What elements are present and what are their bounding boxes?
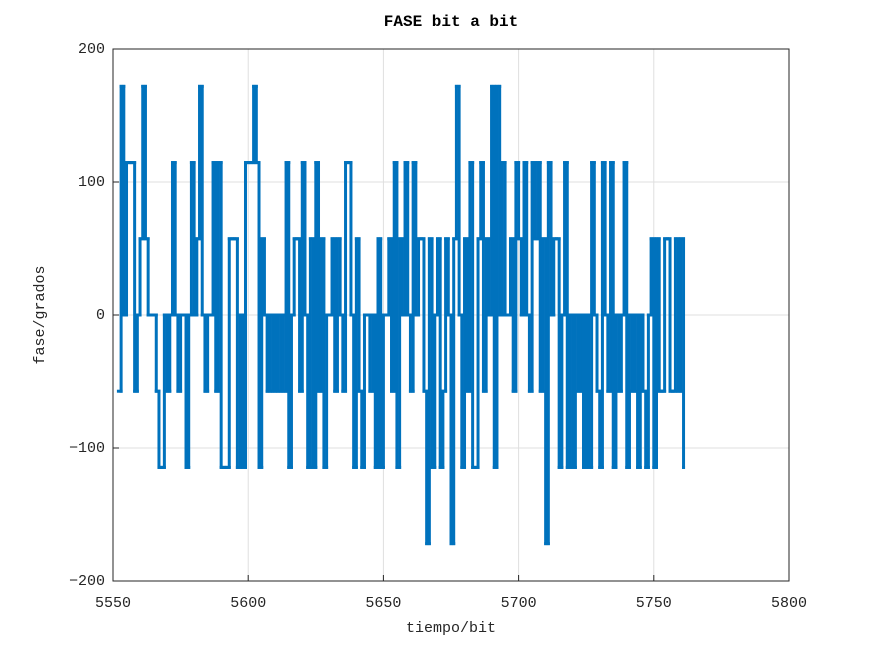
x-axis-label: tiempo/bit	[406, 620, 496, 637]
y-tick-label: −200	[69, 573, 105, 590]
y-tick-label: 100	[78, 174, 105, 191]
x-tick-label: 5650	[365, 595, 401, 612]
x-tick-label: 5600	[230, 595, 266, 612]
x-tick-label: 5550	[95, 595, 131, 612]
x-tick-label: 5700	[501, 595, 537, 612]
x-tick-label: 5800	[771, 595, 807, 612]
y-tick-label: −100	[69, 440, 105, 457]
y-tick-label: 0	[96, 307, 105, 324]
x-tick-label: 5750	[636, 595, 672, 612]
y-tick-label: 200	[78, 41, 105, 58]
series	[116, 84, 686, 546]
y-axis-label: fase/grados	[32, 265, 49, 364]
chart-title: FASE bit a bit	[384, 13, 518, 31]
